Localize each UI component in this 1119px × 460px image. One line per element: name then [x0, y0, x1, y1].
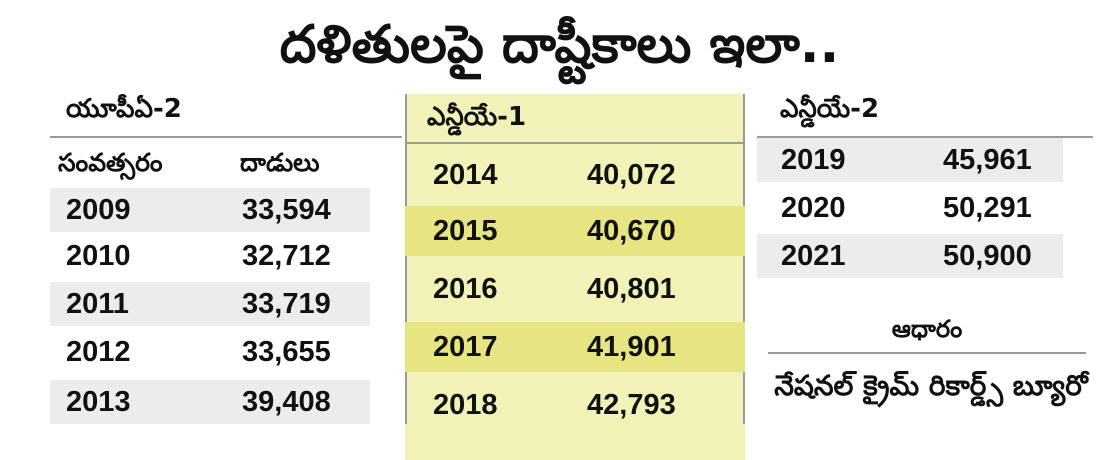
nda1-divider [405, 142, 745, 144]
count-column-header: దాడులు [240, 148, 320, 177]
row-count: 41,901 [587, 330, 676, 363]
row-count: 33,594 [242, 193, 331, 226]
nda1-left-rule [405, 94, 407, 424]
row-year: 2020 [781, 191, 846, 224]
row-count: 33,719 [242, 287, 331, 320]
table-row: 2009 33,594 [50, 188, 370, 232]
upa2-label: యూపీఏ-2 [66, 94, 182, 124]
row-year: 2013 [66, 385, 131, 418]
nda1-right-rule [743, 94, 745, 424]
upa2-divider [50, 136, 402, 138]
table-row: 2012 33,655 [50, 330, 370, 374]
nda1-label: ఎన్డీయే-1 [427, 102, 527, 132]
table-row: 2021 50,900 [757, 234, 1063, 278]
row-year: 2018 [433, 388, 498, 421]
table-row: 2020 50,291 [757, 186, 1063, 230]
row-count: 50,900 [943, 239, 1032, 272]
table-row: 2013 39,408 [50, 380, 370, 424]
row-year: 2016 [433, 272, 498, 305]
infographic-title: దళితులపై దాష్టీకాలు ఇలా.. [279, 15, 840, 75]
row-year: 2014 [433, 158, 498, 191]
row-year: 2010 [66, 239, 131, 272]
nda2-label: ఎన్డీయే-2 [780, 94, 880, 124]
nda2-divider [757, 136, 1093, 138]
source-divider [768, 352, 1086, 354]
year-column-header: సంవత్సరం [58, 148, 163, 177]
row-year: 2019 [781, 143, 846, 176]
table-row: 2017 41,901 [405, 322, 745, 372]
row-count: 39,408 [242, 385, 331, 418]
row-count: 40,072 [587, 158, 676, 191]
row-count: 33,655 [242, 335, 331, 368]
row-count: 50,291 [943, 191, 1032, 224]
row-year: 2021 [781, 239, 846, 272]
nda1-section: ఎన్డీయే-1 2014 40,072 2015 40,670 2016 4… [405, 94, 745, 460]
table-row: 2018 42,793 [405, 380, 745, 430]
table-row: 2011 33,719 [50, 282, 370, 326]
row-count: 45,961 [943, 143, 1032, 176]
row-year: 2015 [433, 214, 498, 247]
table-row: 2010 32,712 [50, 234, 370, 278]
table-row: 2014 40,072 [405, 150, 745, 200]
row-count: 32,712 [242, 239, 331, 272]
source-label: ఆధారం [891, 315, 963, 343]
table-row: 2019 45,961 [757, 138, 1063, 182]
row-count: 40,801 [587, 272, 676, 305]
row-count: 42,793 [587, 388, 676, 421]
table-row: 2016 40,801 [405, 264, 745, 314]
row-year: 2011 [66, 287, 129, 320]
table-row: 2015 40,670 [405, 206, 745, 256]
row-year: 2017 [433, 330, 498, 363]
source-text: నేషనల్ క్రైమ్ రికార్డ్స్ బ్యూరో [774, 369, 1088, 402]
row-count: 40,670 [587, 214, 676, 247]
row-year: 2009 [66, 193, 131, 226]
row-year: 2012 [66, 335, 131, 368]
